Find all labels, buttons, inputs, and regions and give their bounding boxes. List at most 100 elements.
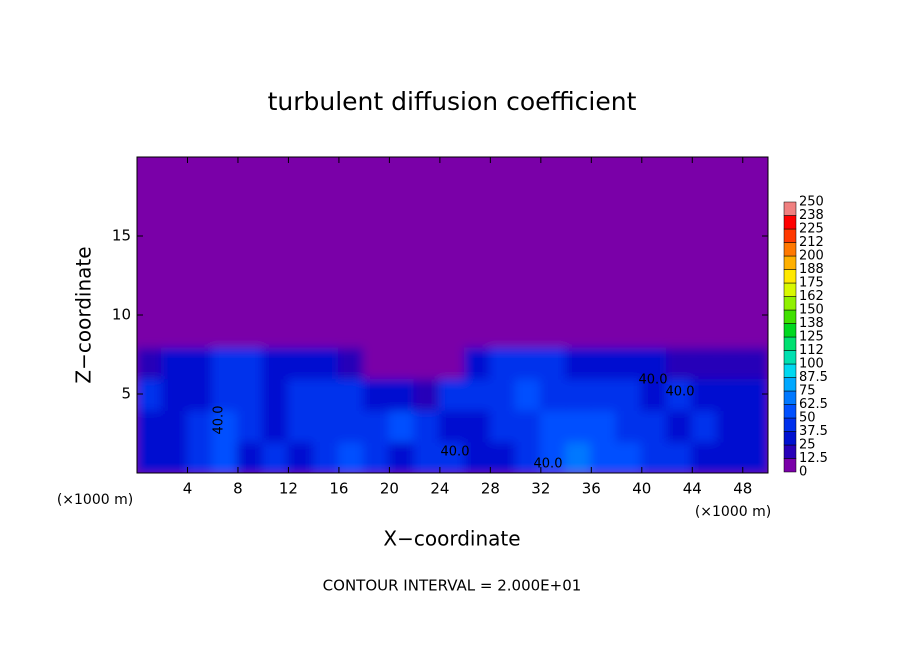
- cell: [640, 187, 669, 222]
- cell: [615, 377, 643, 411]
- cell: [161, 408, 189, 443]
- cell: [666, 408, 694, 443]
- y-axis-label: Z−coordinate: [72, 246, 96, 383]
- x-tick-label: 8: [233, 480, 243, 498]
- x-axis-label: X−coordinate: [383, 527, 520, 551]
- cell: [211, 187, 239, 222]
- colorbar-bin: [783, 390, 797, 405]
- cell: [438, 282, 467, 316]
- cell: [388, 408, 416, 443]
- cell: [615, 314, 643, 348]
- cell: [312, 377, 340, 411]
- colorbar-bin: [783, 377, 797, 392]
- colorbar-bin: [783, 458, 797, 473]
- cell: [539, 282, 568, 316]
- cell: [741, 157, 768, 190]
- cell: [741, 187, 768, 222]
- cell: [565, 440, 593, 473]
- cell: [337, 377, 366, 411]
- cell: [236, 187, 265, 222]
- cell: [514, 440, 542, 473]
- cell: [388, 440, 416, 473]
- cell: [137, 187, 164, 222]
- y-tick-label: 10: [112, 306, 131, 324]
- cell: [337, 282, 366, 316]
- cell: [464, 250, 492, 285]
- cell: [388, 282, 416, 316]
- cell: [640, 282, 669, 316]
- cell: [262, 314, 290, 348]
- cell: [262, 282, 290, 316]
- cell: [590, 187, 618, 222]
- cell: [413, 345, 441, 380]
- cell: [236, 282, 265, 316]
- cell: [489, 219, 517, 253]
- cell: [464, 440, 492, 473]
- cell: [666, 157, 694, 190]
- x-unit-left: (×1000 m): [57, 492, 133, 508]
- cell: [565, 377, 593, 411]
- cell: [337, 314, 366, 348]
- cell: [161, 157, 189, 190]
- colorbar-bin: [783, 242, 797, 257]
- cell: [716, 408, 744, 443]
- cell: [691, 219, 719, 253]
- cell: [186, 345, 214, 380]
- cell: [716, 187, 744, 222]
- cell: [489, 408, 517, 443]
- cell: [287, 219, 315, 253]
- cell: [716, 440, 744, 473]
- cell: [211, 157, 239, 190]
- colorbar-bin: [783, 201, 797, 216]
- colorbar-bin: [783, 282, 797, 297]
- cell: [716, 219, 744, 253]
- contour-label: 40.0: [441, 445, 470, 460]
- cell: [287, 314, 315, 348]
- colorbar-label: 238: [799, 208, 824, 223]
- cell: [211, 440, 239, 473]
- cell: [691, 250, 719, 285]
- cell: [691, 440, 719, 473]
- cell: [363, 250, 391, 285]
- cell: [565, 282, 593, 316]
- cell: [388, 345, 416, 380]
- cell: [388, 314, 416, 348]
- cell: [211, 314, 239, 348]
- cell: [388, 250, 416, 285]
- cell: [514, 187, 542, 222]
- cell: [337, 187, 366, 222]
- cell: [741, 282, 768, 316]
- cell: [716, 377, 744, 411]
- cell: [236, 250, 265, 285]
- x-tick-label: 28: [481, 480, 500, 498]
- cell: [691, 314, 719, 348]
- cell: [640, 440, 669, 473]
- cell: [161, 345, 189, 380]
- cell: [464, 408, 492, 443]
- cell: [741, 440, 768, 473]
- cell: [464, 377, 492, 411]
- cell: [489, 440, 517, 473]
- cell: [590, 282, 618, 316]
- contour-label: 40.0: [639, 373, 668, 388]
- colorbar-bin: [783, 323, 797, 338]
- cell: [337, 219, 366, 253]
- cell: [236, 408, 265, 443]
- cell: [489, 314, 517, 348]
- cell: [666, 377, 694, 411]
- cell: [590, 440, 618, 473]
- cell: [413, 314, 441, 348]
- cell: [363, 187, 391, 222]
- cell: [514, 219, 542, 253]
- colorbar-label: 125: [799, 330, 824, 345]
- cell: [741, 408, 768, 443]
- cell: [413, 282, 441, 316]
- cell: [666, 345, 694, 380]
- cell: [691, 282, 719, 316]
- cell: [236, 157, 265, 190]
- cell: [186, 187, 214, 222]
- cell: [615, 345, 643, 380]
- cell: [363, 440, 391, 473]
- cell: [438, 157, 467, 190]
- cell: [312, 282, 340, 316]
